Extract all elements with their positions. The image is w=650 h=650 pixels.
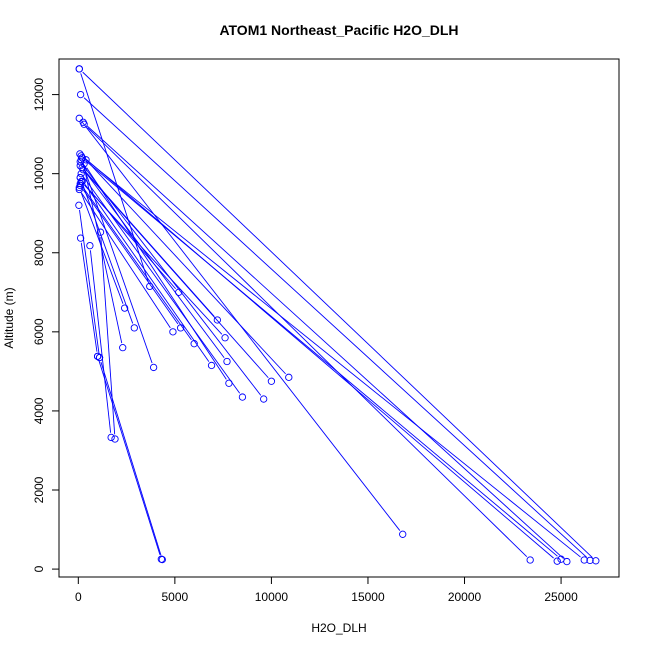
data-point xyxy=(146,282,154,291)
data-point xyxy=(169,328,177,336)
data-point xyxy=(223,357,231,366)
data-point xyxy=(557,555,565,563)
profile-line xyxy=(83,156,554,559)
profile-line xyxy=(80,242,98,352)
data-point xyxy=(80,120,88,128)
profile-line xyxy=(86,167,227,380)
data-point xyxy=(175,288,183,296)
data-point xyxy=(260,395,268,403)
data-point xyxy=(526,556,534,564)
profile-line xyxy=(85,160,558,557)
profile-line xyxy=(81,181,134,324)
profile-line xyxy=(98,360,161,555)
data-point xyxy=(76,179,84,188)
x-tick-label: 10000 xyxy=(255,590,289,604)
x-axis-label: H2O_DLH xyxy=(311,621,366,635)
data-point xyxy=(592,557,600,565)
data-point xyxy=(221,334,229,342)
data-point xyxy=(190,340,198,348)
y-axis: 0 2000 4000 6000 8000 10000 12000 xyxy=(32,78,60,572)
data-point xyxy=(177,324,185,332)
data-point xyxy=(75,201,83,209)
profile-line xyxy=(87,127,528,558)
y-tick-label: 2000 xyxy=(32,476,46,503)
profile-line xyxy=(86,125,564,559)
data-point xyxy=(225,379,233,387)
profile-line xyxy=(82,71,593,558)
data-point xyxy=(78,154,86,162)
data-point xyxy=(399,530,407,538)
x-tick-label: 0 xyxy=(75,590,82,604)
data-point xyxy=(86,241,94,250)
y-tick-label: 0 xyxy=(32,565,46,572)
data-point xyxy=(76,90,85,99)
data-point xyxy=(158,555,166,564)
profile-line xyxy=(88,162,286,375)
profile-line xyxy=(82,164,153,364)
profile-line xyxy=(84,158,581,558)
data-point xyxy=(553,557,561,565)
data-point xyxy=(75,65,83,73)
profile-line xyxy=(83,97,587,558)
data-point xyxy=(111,435,119,443)
profile-line xyxy=(100,236,116,435)
profile-line xyxy=(84,184,223,335)
x-tick-label: 15000 xyxy=(351,590,385,604)
y-axis-label: Altitude (m) xyxy=(2,287,16,348)
x-tick-label: 20000 xyxy=(448,590,482,604)
plot-area xyxy=(75,65,600,566)
data-point xyxy=(107,433,115,442)
data-point xyxy=(580,556,588,564)
data-point xyxy=(207,361,216,370)
x-tick-label: 25000 xyxy=(544,590,578,604)
profile-line xyxy=(84,171,225,359)
data-point xyxy=(586,556,594,565)
profile-line xyxy=(100,361,162,556)
y-tick-label: 10000 xyxy=(32,157,46,191)
profile-line xyxy=(82,187,192,341)
data-point xyxy=(119,344,127,352)
data-point xyxy=(75,183,83,192)
data-point xyxy=(96,228,105,236)
data-point xyxy=(267,377,276,385)
profile-line xyxy=(79,209,100,353)
profile-line xyxy=(85,172,269,379)
profile-line xyxy=(81,193,171,329)
profile-line xyxy=(89,250,112,433)
y-tick-label: 6000 xyxy=(32,318,46,345)
data-point xyxy=(78,164,86,172)
data-point xyxy=(76,173,84,182)
data-point xyxy=(95,353,104,362)
data-point xyxy=(238,393,247,401)
profile-line xyxy=(80,73,149,283)
data-point xyxy=(121,304,129,312)
y-tick-label: 12000 xyxy=(32,78,46,112)
y-tick-label: 8000 xyxy=(32,239,46,266)
data-point xyxy=(93,352,102,361)
data-point xyxy=(75,114,83,122)
data-point xyxy=(130,324,138,332)
plot-frame xyxy=(58,58,620,578)
data-point xyxy=(149,363,158,372)
profile-line xyxy=(82,189,179,325)
data-point xyxy=(213,316,221,324)
data-point xyxy=(285,373,293,381)
chart-title: ATOM1 Northeast_Pacific H2O_DLH xyxy=(219,22,458,38)
x-tick-label: 5000 xyxy=(162,590,189,604)
profile-line xyxy=(82,181,210,362)
data-point xyxy=(76,234,85,242)
y-tick-label: 4000 xyxy=(32,397,46,424)
profile-line xyxy=(82,162,123,344)
